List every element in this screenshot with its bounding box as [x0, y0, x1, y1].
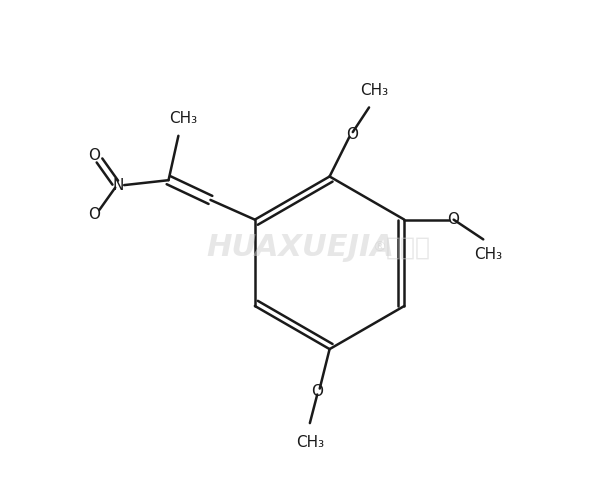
- Text: CH₃: CH₃: [474, 247, 502, 262]
- Text: O: O: [89, 207, 101, 222]
- Text: CH₃: CH₃: [360, 82, 388, 98]
- Text: O: O: [346, 127, 358, 142]
- Text: ®: ®: [372, 241, 386, 255]
- Text: N: N: [113, 178, 124, 192]
- Text: HUAXUEJIA: HUAXUEJIA: [206, 234, 394, 262]
- Text: 化学加: 化学加: [386, 236, 431, 260]
- Text: CH₃: CH₃: [296, 435, 324, 450]
- Text: O: O: [89, 148, 101, 163]
- Text: O: O: [446, 212, 458, 227]
- Text: O: O: [311, 383, 323, 398]
- Text: CH₃: CH₃: [169, 111, 197, 126]
